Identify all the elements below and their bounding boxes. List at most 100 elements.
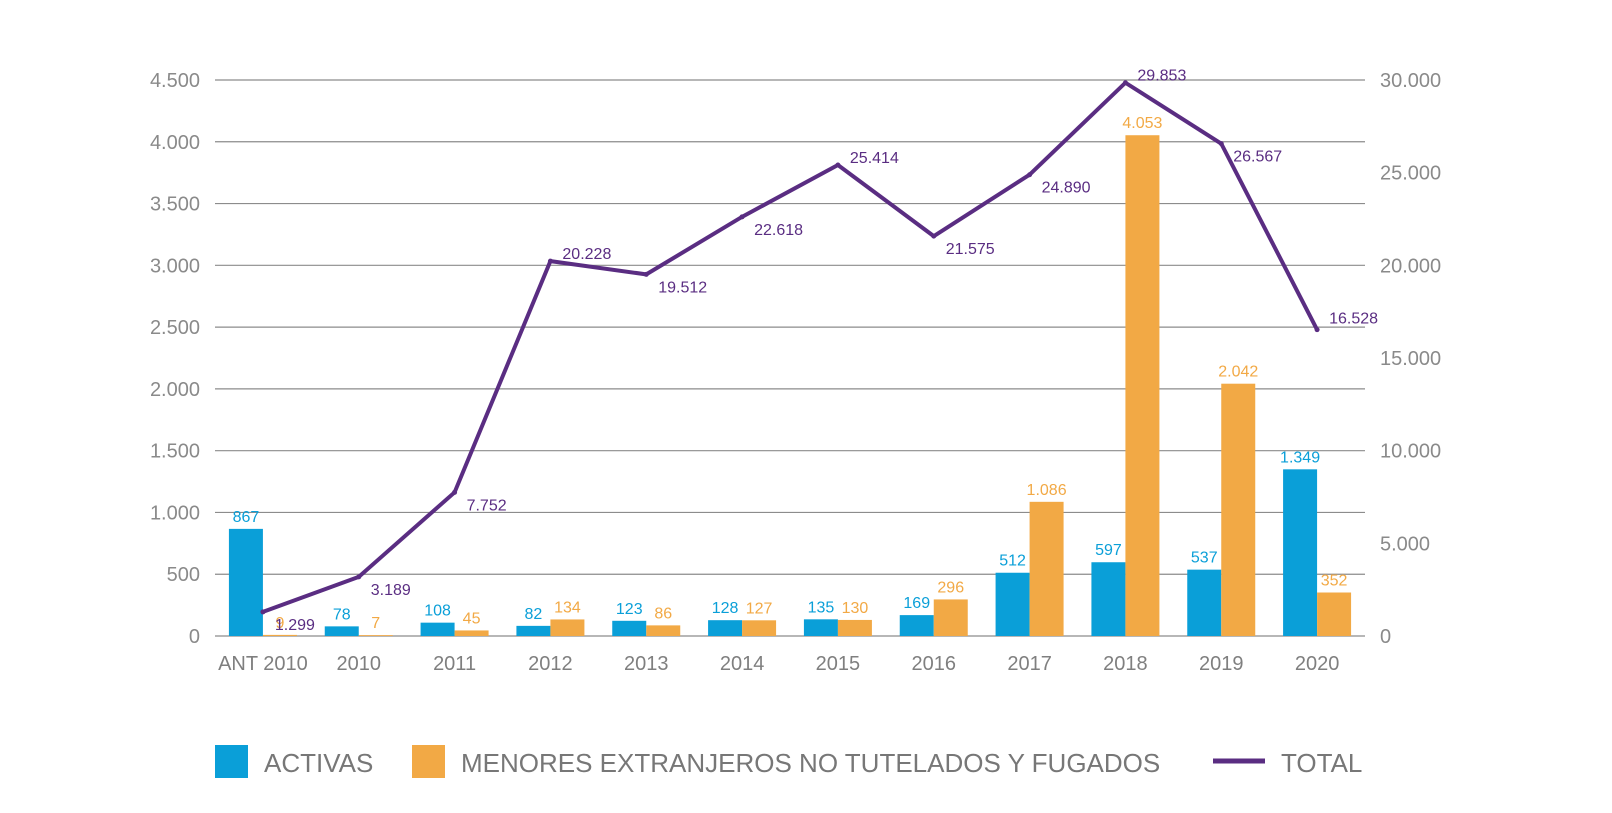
data-label-menores: 296 [937,579,964,596]
bar-activas [516,625,551,636]
data-label-total: 20.228 [562,246,611,263]
right-axis-tick-label: 0 [1380,626,1391,648]
bar-menores [550,619,585,636]
data-label-menores: 127 [746,600,773,617]
data-label-total: 25.414 [850,150,899,167]
right-axis-tick-label: 10.000 [1380,441,1441,463]
left-axis-tick-label: 3.000 [150,255,200,277]
data-label-activas: 512 [999,553,1026,570]
left-axis-tick-label: 3.500 [150,194,200,216]
total-line-point [547,258,553,264]
data-label-total: 22.618 [754,222,803,239]
total-line-point [835,162,841,168]
bar-menores [1221,383,1256,636]
bar-menores [262,634,297,636]
data-label-menores: 4.053 [1122,115,1162,132]
right-axis: 0 5.000 10.000 15.000 20.000 25.000 30.000 [1380,70,1441,648]
total-line-point [260,609,266,615]
bar-menores [1029,501,1064,636]
data-label-activas: 597 [1095,542,1122,559]
right-axis-tick-label: 25.000 [1380,163,1441,185]
bar-menores [837,619,872,636]
total-line-point [931,233,937,239]
total-line-point [739,214,745,220]
left-axis-tick-label: 1.000 [150,502,200,524]
legend-label-activas: ACTIVAS [264,748,373,778]
data-label-total: 3.189 [371,582,411,599]
data-label-menores: 130 [842,600,869,617]
data-label-total: 29.853 [1137,68,1186,85]
x-axis-tick-label: 2015 [816,653,861,675]
x-axis-tick-label: 2016 [912,653,957,675]
x-axis-tick-label: 2014 [720,653,765,675]
right-axis-tick-label: 20.000 [1380,255,1441,277]
total-line-point [643,271,649,277]
data-label-total: 16.528 [1329,311,1378,328]
left-axis-tick-label: 4.000 [150,132,200,154]
left-axis-tick-label: 2.000 [150,379,200,401]
legend-swatch-activas [215,745,248,778]
bar-activas [1091,562,1126,636]
data-label-total: 7.752 [467,497,507,514]
data-label-menores: 1.086 [1027,482,1067,499]
bar-activas [324,626,359,636]
right-axis-tick-label: 15.000 [1380,348,1441,370]
data-label-total: 26.567 [1233,149,1282,166]
bars: 867 78 108 82 123 128 135 169 512 597 537 1.349 9 7 45… [228,115,1352,636]
bar-menores [933,599,968,636]
bar-activas [899,615,934,636]
x-axis-tick-label: 2012 [528,653,573,675]
data-label-activas: 78 [333,606,351,623]
bar-activas [420,622,455,636]
left-axis-tick-label: 4.500 [150,70,200,92]
left-axis-tick-label: 500 [167,564,200,586]
bar-activas [228,528,263,636]
x-axis-tick-label: 2020 [1295,653,1340,675]
x-axis-tick-label: 2013 [624,653,669,675]
data-label-activas: 108 [424,603,451,620]
left-axis-tick-label: 0 [189,626,200,648]
grid-lines [215,79,1365,637]
data-label-total: 21.575 [946,241,995,258]
data-label-menores: 9 [275,615,284,632]
total-line-point [1122,80,1128,86]
total-line-layer: 1.299 3.189 7.752 20.228 19.512 22.618 25.414 2… [260,68,1378,634]
bar-activas [612,620,647,636]
bar-menores [358,635,393,636]
total-line-point [356,574,362,580]
bar-menores [454,630,489,636]
right-axis-tick-label: 30.000 [1380,70,1441,92]
data-label-activas: 537 [1191,550,1218,567]
data-label-activas: 1.349 [1280,449,1320,466]
x-axis-tick-label: 2018 [1103,653,1148,675]
legend: ACTIVAS MENORES EXTRANJEROS NO TUTELADOS… [215,745,1362,778]
bar-menores [742,620,777,636]
x-axis-tick-label: ANT 2010 [218,653,308,675]
data-label-activas: 135 [808,599,835,616]
data-label-activas: 82 [525,606,543,623]
data-label-activas: 867 [233,509,260,526]
data-label-menores: 86 [654,605,672,622]
right-axis-tick-label: 5.000 [1380,533,1430,555]
total-line-point [1314,327,1320,333]
x-axis-tick-label: 2011 [433,653,476,675]
data-label-activas: 169 [903,595,930,612]
data-label-total: 1.299 [275,617,315,634]
x-axis-tick-label: 2010 [337,653,382,675]
bar-activas [708,620,743,636]
category-axis: ANT 2010 2010 2011 2012 2013 2014 2015 2016 2017… [218,653,1339,675]
data-label-menores: 7 [371,615,380,632]
data-label-menores: 2.042 [1218,364,1258,381]
bar-menores [646,625,681,636]
data-label-menores: 352 [1321,573,1348,590]
data-label-menores: 45 [463,610,481,627]
total-line-point [1027,172,1033,178]
bar-activas [803,619,838,636]
x-axis-tick-label: 2017 [1007,653,1052,675]
bar-activas [1187,569,1222,636]
data-label-total: 24.890 [1042,180,1091,197]
data-label-total: 19.512 [658,279,707,296]
data-label-activas: 123 [616,601,643,618]
bar-menores [1125,135,1160,636]
